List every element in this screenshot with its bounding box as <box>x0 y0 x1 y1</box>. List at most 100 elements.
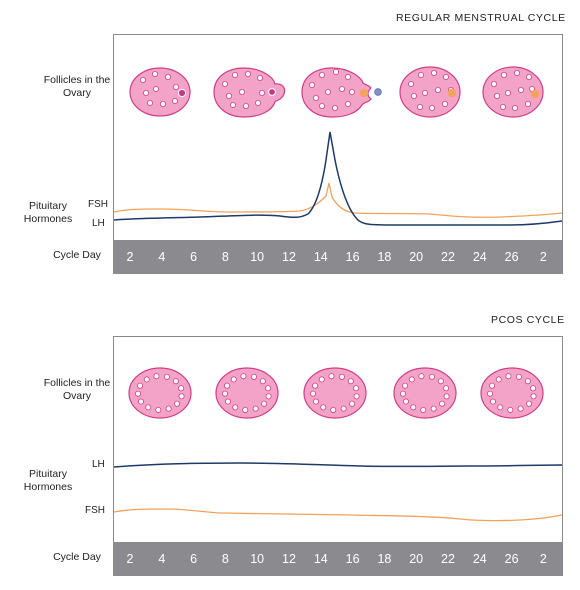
regular-hormones-label: Pituitary Hormones <box>23 200 73 225</box>
small-follicle <box>443 393 450 400</box>
small-follicle <box>153 373 160 380</box>
small-follicle <box>224 398 231 405</box>
small-follicle <box>139 77 146 84</box>
small-follicle <box>252 405 259 412</box>
small-follicle <box>172 378 179 385</box>
regular-day-tick: 4 <box>158 250 166 264</box>
pcos-day-tick: 10 <box>250 552 265 566</box>
small-follicle <box>256 75 263 82</box>
regular-day-tick: 8 <box>221 250 229 264</box>
small-follicle <box>437 378 444 385</box>
pcos-day-tick: 6 <box>190 552 198 566</box>
small-follicle <box>439 400 446 407</box>
pcos-fsh-curve <box>113 508 563 522</box>
small-follicle <box>310 390 317 397</box>
pcos-fsh-label: FSH <box>85 505 105 516</box>
pcos-follicle-1 <box>128 367 192 419</box>
small-follicle <box>490 81 497 88</box>
small-follicle <box>418 373 425 380</box>
small-follicle <box>324 89 331 96</box>
mature-follicle-4 <box>447 88 457 98</box>
small-follicle <box>312 398 319 405</box>
small-follicle <box>261 400 268 407</box>
small-follicle <box>145 404 152 411</box>
small-follicle <box>178 393 185 400</box>
small-follicle <box>400 390 407 397</box>
small-follicle <box>330 406 337 413</box>
small-follicle <box>428 105 435 112</box>
small-follicle <box>328 373 335 380</box>
pcos-day-tick: 14 <box>313 552 328 566</box>
pcos-day-tick: 2 <box>539 552 547 566</box>
small-follicle <box>525 101 532 108</box>
small-follicle <box>500 72 507 79</box>
small-follicle <box>524 378 531 385</box>
small-follicle <box>312 382 319 389</box>
small-follicle <box>242 406 249 413</box>
small-follicle <box>353 385 360 392</box>
pcos-follicle-3 <box>303 367 367 419</box>
regular-cycle-day-label: Cycle Day <box>53 249 101 261</box>
small-follicle <box>229 102 236 109</box>
small-follicle <box>410 404 417 411</box>
mature-follicle-5 <box>530 89 540 99</box>
regular-day-tick: 6 <box>190 250 198 264</box>
small-follicle <box>231 72 238 79</box>
pcos-day-tick: 2 <box>126 552 134 566</box>
small-follicle <box>434 87 441 94</box>
pcos-lh-label: LH <box>92 459 105 470</box>
pcos-day-tick: 12 <box>282 552 296 566</box>
mature-follicle-3 <box>359 88 369 98</box>
small-follicle <box>258 90 265 97</box>
regular-fsh-curve <box>113 182 563 218</box>
pcos-follicles-label: Follicles in the Ovary <box>43 377 111 402</box>
released-egg <box>374 88 382 96</box>
small-follicle <box>347 378 354 385</box>
small-follicle <box>178 385 185 392</box>
small-follicle <box>493 93 500 100</box>
small-follicle <box>137 382 144 389</box>
regular-day-tick: 20 <box>409 250 424 264</box>
small-follicle <box>172 84 179 91</box>
small-follicle <box>308 82 315 89</box>
small-follicle <box>526 74 533 81</box>
pcos-day-tick: 18 <box>377 552 392 566</box>
regular-follicle-1 <box>129 67 191 117</box>
small-follicle <box>159 101 166 108</box>
small-follicle <box>530 393 537 400</box>
regular-day-tick: 10 <box>250 250 265 264</box>
small-follicle <box>222 390 229 397</box>
regular-cycle-day-bar: 2 4 6 8 10 12 14 16 18 20 22 24 26 2 <box>114 240 562 274</box>
small-follicle <box>265 385 272 392</box>
small-follicle <box>499 104 506 111</box>
small-follicle <box>505 373 512 380</box>
small-follicle <box>221 81 228 88</box>
small-follicle <box>443 385 450 392</box>
pcos-day-tick: 24 <box>472 552 487 566</box>
regular-follicle-3 <box>301 67 382 118</box>
small-follicle <box>331 105 338 112</box>
small-follicle <box>408 376 415 383</box>
small-follicle <box>441 101 448 108</box>
small-follicle <box>254 100 261 107</box>
pcos-lh-curve <box>113 462 563 468</box>
small-follicle <box>489 398 496 405</box>
pcos-day-tick: 16 <box>345 552 360 566</box>
regular-day-tick: 2 <box>539 250 547 264</box>
small-follicle <box>430 70 437 77</box>
small-follicle <box>163 373 170 380</box>
regular-cycle-title: REGULAR MENSTRUAL CYCLE <box>396 12 566 24</box>
regular-day-tick: 24 <box>472 250 487 264</box>
small-follicle <box>518 87 525 94</box>
regular-day-tick: 26 <box>504 250 519 264</box>
regular-follicles-label: Follicles in the Ovary <box>43 74 111 99</box>
small-follicle <box>348 89 355 96</box>
small-follicle <box>165 405 172 412</box>
small-follicle <box>152 86 159 93</box>
regular-day-tick: 14 <box>313 250 328 264</box>
small-follicle <box>428 373 435 380</box>
small-follicle <box>530 385 537 392</box>
small-follicle <box>332 69 339 76</box>
small-follicle <box>265 393 272 400</box>
small-follicle <box>232 404 239 411</box>
